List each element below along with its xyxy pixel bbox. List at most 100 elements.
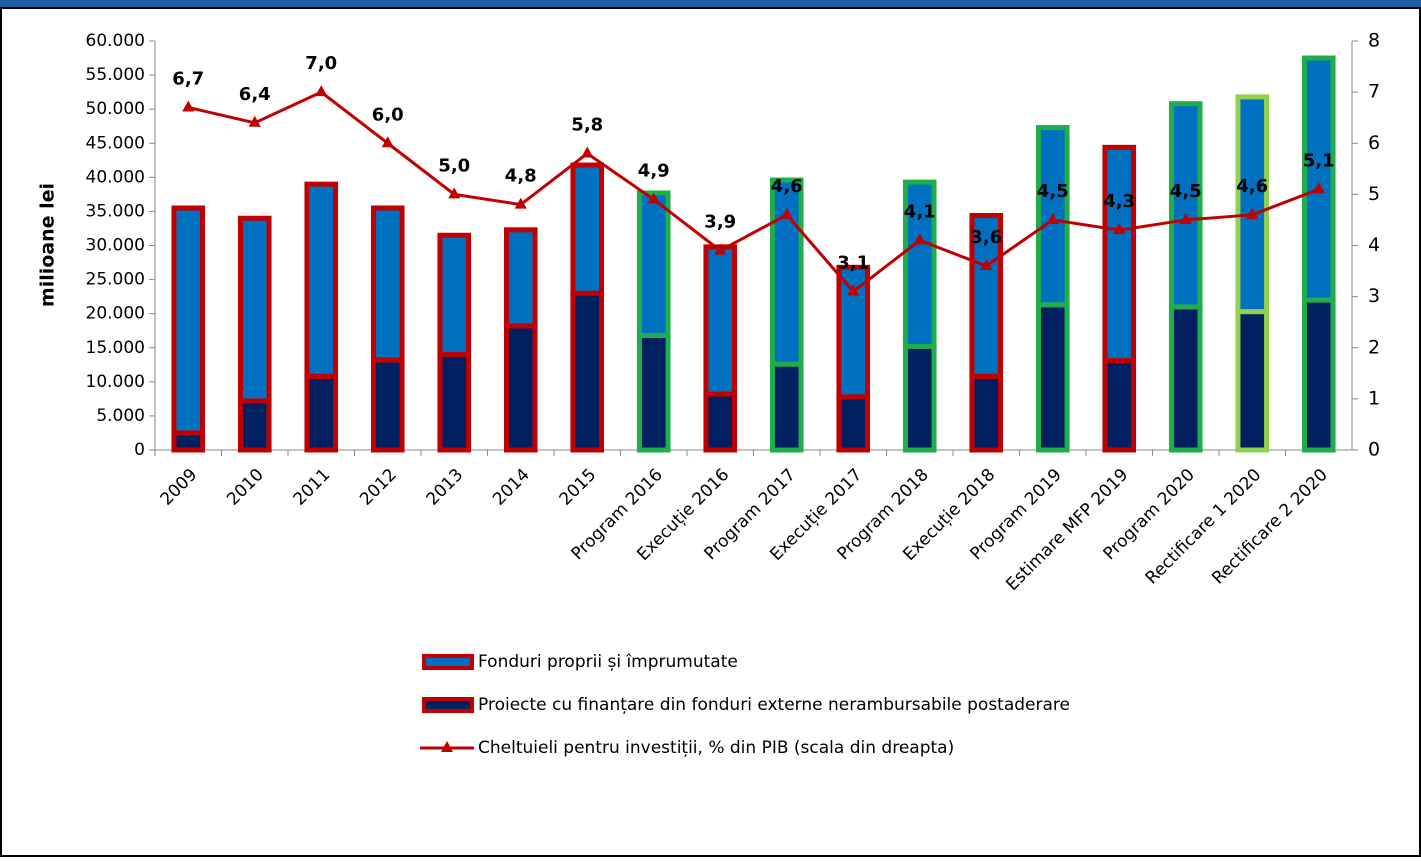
y-tick-label: 60.000 [86, 31, 145, 51]
line-marker [847, 284, 860, 296]
bar-segment [703, 391, 738, 453]
bar-segment [503, 323, 538, 453]
x-tick-label: 2013 [423, 465, 468, 510]
value-label: 4,6 [1236, 176, 1268, 197]
bar-segment [1168, 101, 1203, 310]
y2-tick-label: 3 [1368, 285, 1380, 307]
bar-segment [570, 290, 605, 453]
value-label: 6,0 [372, 104, 404, 125]
value-label: 4,8 [505, 166, 537, 187]
value-label: 4,9 [638, 160, 670, 181]
y2-tick-label: 7 [1368, 81, 1380, 103]
bar-segment [1035, 302, 1070, 453]
line-marker [514, 197, 527, 209]
y2-tick-label: 2 [1368, 336, 1380, 358]
y-tick-label: 10.000 [86, 372, 145, 392]
bar-segment [902, 343, 937, 453]
legend-swatch [422, 654, 474, 670]
bar-segment [570, 162, 605, 296]
y-tick-label: 40.000 [86, 167, 145, 187]
y-axis-label: milioane lei [37, 183, 59, 307]
bar-segment [304, 373, 339, 453]
y-tick-label: 25.000 [86, 270, 145, 290]
bar-segment [1235, 309, 1270, 453]
value-label: 5,0 [438, 155, 470, 176]
bar-segment [171, 205, 206, 436]
bar-segment [437, 352, 472, 453]
line-marker [780, 207, 793, 219]
bar-segment [836, 394, 871, 453]
y-tick-label: 20.000 [86, 304, 145, 324]
line-marker [1312, 182, 1325, 194]
line-marker [182, 100, 195, 112]
line-marker [1179, 212, 1192, 224]
legend-label: Fonduri proprii și împrumutate [478, 652, 738, 672]
line-marker [714, 243, 727, 255]
value-label: 3,9 [704, 212, 736, 233]
x-tick-label: Rectificare 1 2020 [1142, 465, 1266, 589]
bar-segment [636, 332, 671, 453]
bar-segment [437, 232, 472, 358]
y2-tick-label: 1 [1368, 387, 1380, 409]
bar-segment [769, 361, 804, 453]
value-label: 6,7 [172, 68, 204, 89]
value-label: 7,0 [305, 53, 337, 74]
bar-segment [370, 357, 405, 453]
y-tick-label: 30.000 [86, 236, 145, 256]
value-label: 6,4 [239, 84, 271, 105]
bar-segment [237, 398, 272, 453]
x-tick-label: 2012 [356, 465, 401, 510]
x-tick-label: 2009 [157, 465, 202, 510]
value-label: 4,3 [1103, 191, 1135, 212]
y-tick-label: 50.000 [86, 99, 145, 119]
legend-label: Proiecte cu finanțare din fonduri extern… [478, 695, 1070, 715]
line-marker [581, 146, 594, 158]
frame [0, 7, 1421, 857]
bar-segment [969, 373, 1004, 453]
line-marker [381, 136, 394, 148]
line-marker [647, 192, 660, 204]
x-tick-label: 2015 [556, 465, 601, 510]
x-tick-label: Rectificare 2 2020 [1208, 465, 1332, 589]
bar-segment [1301, 297, 1336, 453]
top-band [0, 0, 1421, 8]
y-tick-label: 5.000 [96, 406, 145, 426]
bar-segment [304, 181, 339, 379]
y-tick-label: 0 [134, 440, 145, 460]
y2-tick-label: 4 [1368, 234, 1380, 256]
line-marker [448, 187, 461, 199]
bar-segment [902, 179, 937, 349]
x-tick-label: 2011 [290, 465, 335, 510]
line-marker [980, 258, 993, 270]
y2-tick-label: 0 [1368, 439, 1380, 461]
line-marker [315, 85, 328, 97]
legend-swatch [422, 697, 474, 713]
line-marker [1113, 223, 1126, 235]
x-tick-label: 2010 [223, 465, 268, 510]
value-label: 4,1 [904, 201, 936, 222]
line-marker [913, 233, 926, 245]
bar-segment [503, 227, 538, 329]
bar-segment [370, 205, 405, 363]
y2-tick-label: 8 [1368, 30, 1380, 52]
value-label: 4,5 [1170, 181, 1202, 202]
y2-tick-label: 5 [1368, 183, 1380, 205]
value-label: 3,6 [970, 227, 1002, 248]
bar-segment [1301, 55, 1336, 303]
bar-segment [703, 244, 738, 397]
bar-segment [237, 215, 272, 404]
y-tick-label: 45.000 [86, 133, 145, 153]
value-label: 5,8 [571, 114, 603, 135]
y-tick-label: 55.000 [86, 65, 145, 85]
bar-segment [1102, 358, 1137, 453]
value-label: 4,6 [771, 176, 803, 197]
bar-segment [1102, 144, 1137, 364]
y-tick-label: 35.000 [86, 201, 145, 221]
bar-segment [969, 213, 1004, 379]
line-marker [248, 115, 261, 127]
x-tick-label: 2014 [489, 465, 534, 510]
bar-segment [171, 430, 206, 453]
value-label: 5,1 [1303, 150, 1335, 171]
legend-label: Cheltuieli pentru investiții, % din PIB … [478, 738, 954, 758]
